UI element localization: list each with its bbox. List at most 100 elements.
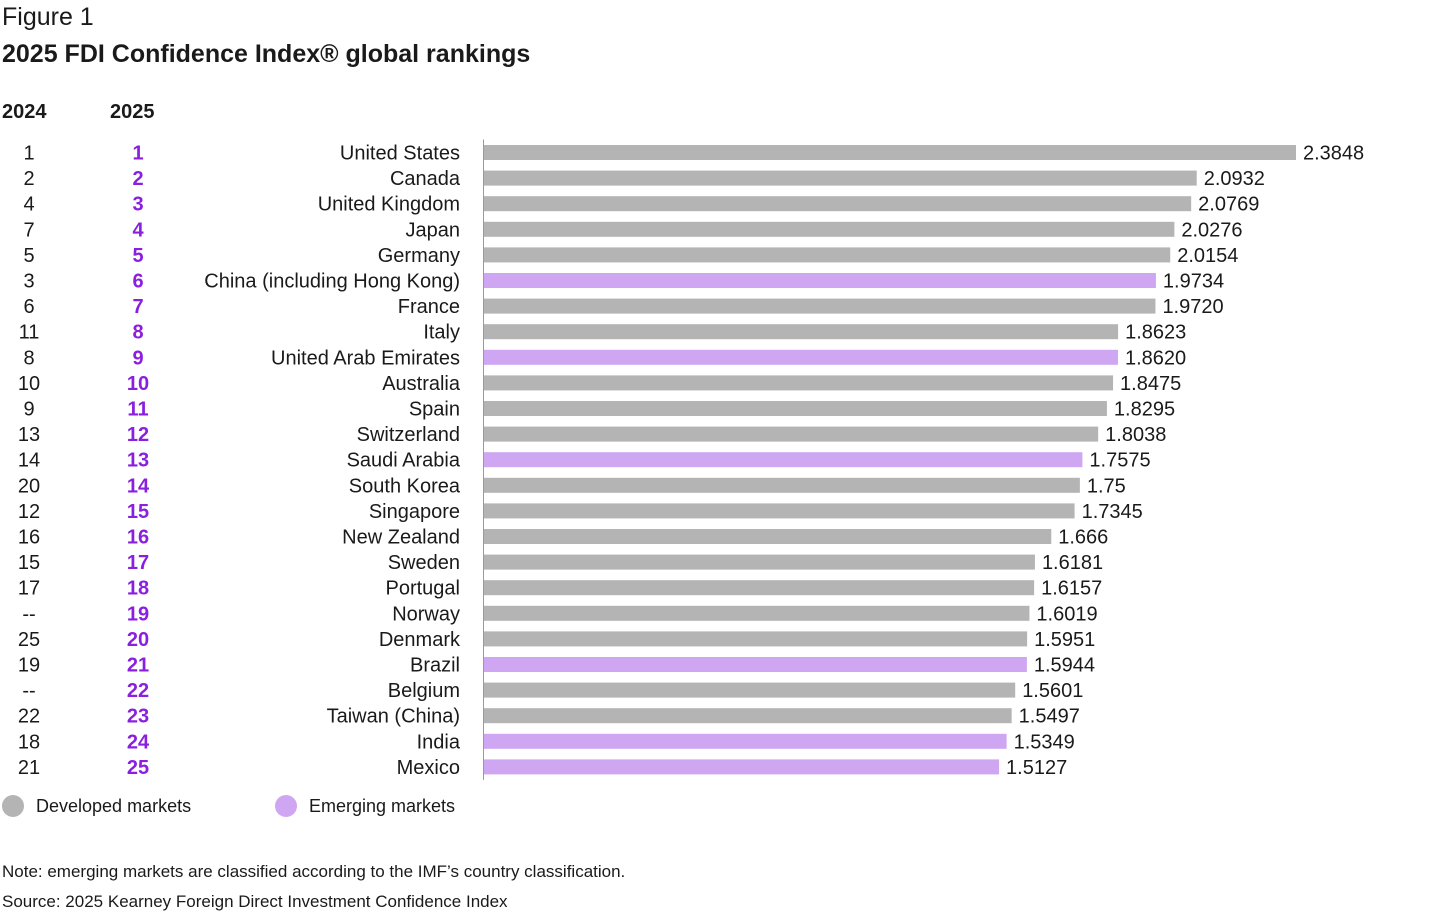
rank-2024-label: 1 xyxy=(23,143,34,165)
rank-2025-label: 17 xyxy=(127,552,149,574)
bar-developed xyxy=(484,708,1012,724)
bar-developed xyxy=(484,196,1192,212)
value-label: 2.3848 xyxy=(1303,143,1364,165)
value-label: 1.6157 xyxy=(1041,578,1102,600)
rank-2025-label: 5 xyxy=(132,245,143,267)
country-label: Australia xyxy=(382,373,461,395)
country-label: United Kingdom xyxy=(318,194,460,216)
rank-2025-label: 10 xyxy=(127,373,149,395)
country-label: Sweden xyxy=(388,552,460,574)
rank-2024-label: -- xyxy=(22,603,35,625)
rank-2024-label: 17 xyxy=(18,578,40,600)
country-label: Portugal xyxy=(386,578,461,600)
column-header-2025: 2025 xyxy=(110,101,155,123)
bar-developed xyxy=(484,170,1197,186)
bar-developed xyxy=(484,375,1114,391)
country-label: Belgium xyxy=(388,680,460,702)
figure-label: Figure 1 xyxy=(2,3,94,31)
value-label: 1.8295 xyxy=(1114,399,1175,421)
bar-developed xyxy=(484,247,1171,263)
rank-2024-label: 25 xyxy=(18,629,40,651)
rank-2024-label: 9 xyxy=(23,399,34,421)
country-label: India xyxy=(417,731,461,753)
legend-label-developed: Developed markets xyxy=(36,795,192,816)
value-label: 1.8475 xyxy=(1120,373,1181,395)
rank-2024-label: 8 xyxy=(23,347,34,369)
bar-developed xyxy=(484,426,1099,442)
rank-2024-label: 11 xyxy=(19,322,40,344)
country-label: Germany xyxy=(378,245,460,267)
bar-emerging xyxy=(484,273,1156,288)
rank-2024-label: 4 xyxy=(23,194,34,216)
bar-developed xyxy=(484,221,1175,237)
value-label: 2.0769 xyxy=(1198,194,1259,216)
value-label: 1.9734 xyxy=(1163,271,1224,293)
country-label: Singapore xyxy=(369,501,460,523)
value-label: 1.5951 xyxy=(1034,629,1095,651)
rank-2024-label: 13 xyxy=(18,424,40,446)
rank-2024-label: 16 xyxy=(18,527,40,549)
rank-2024-label: 5 xyxy=(23,245,34,267)
value-label: 1.6181 xyxy=(1042,552,1103,574)
rank-2024-label: 20 xyxy=(18,475,40,497)
bar-emerging xyxy=(484,349,1118,365)
rank-2025-label: 3 xyxy=(132,194,143,216)
rank-2025-label: 21 xyxy=(127,655,149,677)
country-label: South Korea xyxy=(349,475,461,497)
value-label: 1.6019 xyxy=(1036,603,1097,625)
country-label: New Zealand xyxy=(342,527,460,549)
rank-2025-label: 20 xyxy=(127,629,149,651)
value-label: 2.0932 xyxy=(1204,168,1265,190)
bar-developed xyxy=(484,605,1030,621)
rank-2025-label: 15 xyxy=(127,501,149,523)
country-label: France xyxy=(398,296,460,318)
country-label: China (including Hong Kong) xyxy=(204,271,460,293)
country-label: United Arab Emirates xyxy=(271,347,460,369)
rank-2024-label: 14 xyxy=(18,450,40,472)
country-label: United States xyxy=(340,143,460,165)
legend-item-emerging: Emerging markets xyxy=(275,794,455,818)
rank-2024-label: 6 xyxy=(23,296,34,318)
rank-2025-label: 22 xyxy=(127,680,149,702)
rank-2025-label: 12 xyxy=(127,424,149,446)
rank-2025-label: 24 xyxy=(127,731,150,753)
value-label: 1.5944 xyxy=(1034,655,1095,677)
rank-2025-label: 23 xyxy=(127,706,149,728)
rank-2024-label: 21 xyxy=(18,757,40,779)
rank-2024-label: 2 xyxy=(23,168,34,190)
rank-2024-label: 10 xyxy=(18,373,40,395)
bar-developed xyxy=(484,529,1052,544)
rank-2025-label: 13 xyxy=(127,450,149,472)
bar-developed xyxy=(484,298,1156,314)
country-label: Taiwan (China) xyxy=(327,706,460,728)
rank-2025-label: 11 xyxy=(127,399,148,421)
value-label: 2.0154 xyxy=(1177,245,1238,267)
value-label: 1.8623 xyxy=(1125,322,1186,344)
rank-2025-label: 19 xyxy=(127,603,149,625)
rank-2025-label: 7 xyxy=(132,296,143,318)
value-label: 2.0276 xyxy=(1181,219,1242,241)
country-label: Mexico xyxy=(397,757,460,779)
bar-developed xyxy=(484,580,1035,596)
rank-2024-label: 15 xyxy=(18,552,40,574)
rank-2024-label: 19 xyxy=(18,655,40,677)
bar-developed xyxy=(484,554,1035,570)
developed-markets-swatch xyxy=(2,795,24,817)
bar-developed xyxy=(484,477,1080,493)
rank-2025-label: 14 xyxy=(127,475,150,497)
footnote: Note: emerging markets are classified ac… xyxy=(2,862,626,881)
rank-2025-label: 4 xyxy=(132,219,144,241)
bar-emerging xyxy=(484,759,1000,775)
rank-2024-label: -- xyxy=(22,680,35,702)
value-label: 1.75 xyxy=(1087,475,1126,497)
rank-2024-label: 18 xyxy=(18,731,40,753)
value-label: 1.7575 xyxy=(1089,450,1150,472)
country-label: Switzerland xyxy=(357,424,460,446)
rank-2025-label: 2 xyxy=(132,168,143,190)
country-label: Denmark xyxy=(379,629,461,651)
bar-developed xyxy=(484,401,1107,416)
legend-label-emerging: Emerging markets xyxy=(309,795,456,816)
source-line: Source: 2025 Kearney Foreign Direct Inve… xyxy=(2,892,508,911)
value-label: 1.5127 xyxy=(1006,757,1067,779)
